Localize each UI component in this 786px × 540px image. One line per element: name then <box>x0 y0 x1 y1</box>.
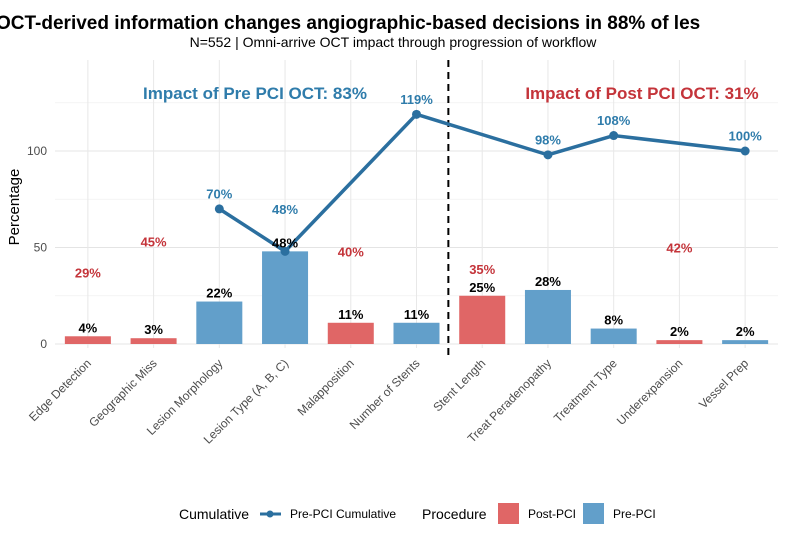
chart-title: OCT-derived information changes angiogra… <box>0 13 700 34</box>
cumulative-point <box>412 109 421 119</box>
bar-pre-pci <box>722 340 769 344</box>
legend-swatch-pre-pci <box>583 503 604 524</box>
y-tick-label: 100 <box>27 144 47 158</box>
bar-pre-pci <box>590 328 637 344</box>
bar-pre-pci <box>524 289 571 344</box>
cumulative-label: 119% <box>400 92 433 107</box>
bar-pre-pci <box>196 301 243 344</box>
pre-pci-cumulative-line <box>214 109 750 256</box>
post-pci-cumulative-label: 45% <box>141 235 167 250</box>
cumulative-label: 100% <box>729 129 763 144</box>
y-axis: 0 50 100 <box>27 144 47 351</box>
annotation-post-pci: Impact of Post PCI OCT: 31% <box>525 84 758 103</box>
bar-pre-pci <box>262 251 309 344</box>
bars <box>64 251 769 344</box>
x-tick-label: Edge Detection <box>26 356 94 424</box>
legend-swatch-post-pci <box>498 503 519 524</box>
legend-item-post-pci: Post-PCI <box>528 507 576 521</box>
bar-value-label: 22% <box>206 286 232 301</box>
cumulative-label: 48% <box>272 202 298 217</box>
bar-value-label: 8% <box>604 313 623 328</box>
bar-value-label: 4% <box>78 320 97 335</box>
cumulative-point <box>740 146 750 156</box>
post-pci-cumulative-label: 29% <box>75 266 101 281</box>
cumulative-point <box>280 246 290 256</box>
cumulative-label: 108% <box>597 113 631 128</box>
legend-title-procedure: Procedure <box>422 506 487 522</box>
bar-value-label: 2% <box>736 324 755 339</box>
bar-value-label: 11% <box>404 307 430 322</box>
bar-post-pci <box>327 322 374 344</box>
bar-post-pci <box>130 338 177 344</box>
bar-value-label: 48% <box>272 235 298 250</box>
bar-value-label: 28% <box>535 274 561 289</box>
y-tick-label: 0 <box>40 337 47 351</box>
legend-item-pre-pci-cumulative: Pre-PCI Cumulative <box>290 507 396 521</box>
bar-value-label: 2% <box>670 324 689 339</box>
cumulative-point <box>609 131 619 141</box>
chart-subtitle: N=552 | Omni-arrive OCT impact through p… <box>190 34 598 50</box>
bar-value-label: 25% <box>469 280 495 295</box>
legend-item-pre-pci: Pre-PCI <box>613 507 656 521</box>
post-pci-cumulative-label: 40% <box>338 244 364 259</box>
legend: Cumulative Pre-PCI Cumulative Procedure … <box>179 503 656 524</box>
cumulative-label: 70% <box>206 186 232 201</box>
y-axis-label: Percentage <box>6 169 23 246</box>
x-tick-label: Vessel Prep <box>696 356 751 411</box>
cumulative-point <box>214 204 224 214</box>
bar-value-label: 11% <box>338 307 364 322</box>
cumulative-line-path <box>218 112 746 254</box>
x-tick-label: Treatment Type <box>551 356 620 425</box>
cumulative-point <box>543 150 553 160</box>
x-tick-label: Malapposition <box>295 356 357 418</box>
cumulative-label: 98% <box>535 132 561 147</box>
legend-point-icon <box>266 510 274 518</box>
bar-pre-pci <box>393 322 440 344</box>
bar-value-label: 3% <box>144 322 163 337</box>
y-tick-label: 50 <box>34 241 48 255</box>
x-tick-label: Stent Length <box>430 356 488 414</box>
annotation-pre-pci: Impact of Pre PCI OCT: 83% <box>143 84 367 103</box>
x-tick-label: Geographic Miss <box>86 356 160 430</box>
legend-title-cumulative: Cumulative <box>179 506 249 522</box>
bar-post-pci <box>64 336 111 344</box>
bar-post-pci <box>459 295 506 344</box>
x-tick-label: Underexpansion <box>614 356 686 428</box>
post-pci-cumulative-label: 42% <box>666 241 692 256</box>
x-tick-label: Number of Stents <box>347 356 423 432</box>
bar-post-pci <box>656 340 703 344</box>
data-labels: 70% 48% 119% 98% 108% 100% 29% 45% 40% 35% 42% 4% 3%… <box>75 92 762 339</box>
post-pci-cumulative-label: 35% <box>469 262 495 277</box>
